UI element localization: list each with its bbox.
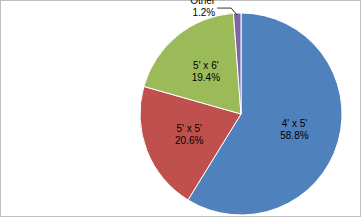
slice-category-label: 5' x 5' (176, 123, 202, 134)
chart-frame (1, 1, 361, 217)
pie-slice (144, 13, 241, 114)
pie-slice (233, 13, 241, 114)
slice-value-label: 20.6% (175, 135, 203, 146)
data-labels: 4' x 5'58.8% 5' x 5'20.6% 5' x 6'19.4% Othe… (175, 0, 309, 146)
slice-value-label: 58.8% (280, 130, 308, 141)
slices (140, 13, 342, 215)
slice-category-label: Other (190, 0, 216, 6)
slice-value-label: 19.4% (192, 72, 220, 83)
slice-value-label: 1.2% (192, 7, 215, 18)
slice-category-label: 4' x 5' (282, 118, 308, 129)
slice-category-label: 5' x 6' (193, 60, 219, 71)
chart: 4' x 5'58.8% 5' x 5'20.6% 5' x 6'19.4% Othe… (0, 0, 361, 217)
leader-line (217, 8, 237, 15)
